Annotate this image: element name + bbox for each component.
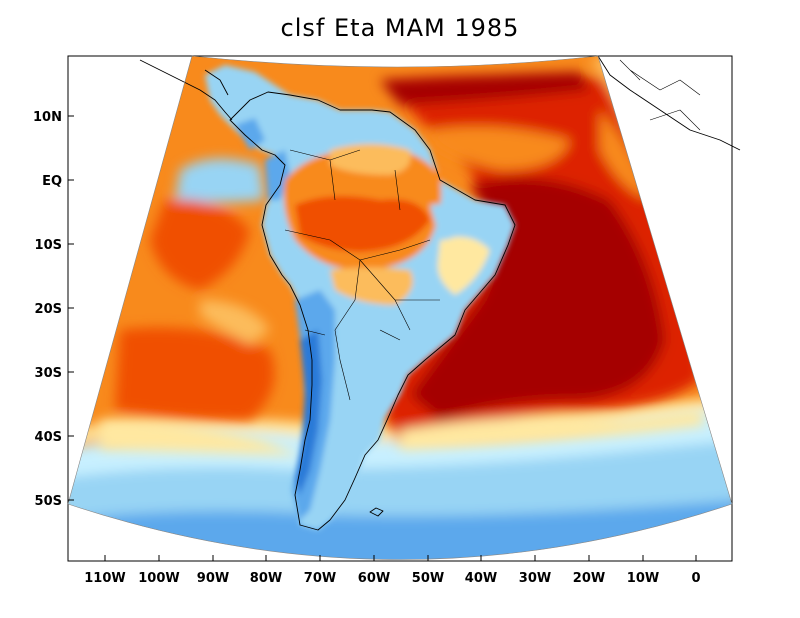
map-title: clsf Eta MAM 1985 (280, 14, 520, 42)
lon-label: 50W (412, 571, 444, 586)
lat-label: 10S (35, 238, 62, 253)
lat-label: 40S (35, 430, 62, 445)
internal-borders (284, 149, 440, 401)
field-layer (68, 56, 732, 560)
atlantic-orange-tongue (430, 126, 570, 170)
lon-label: 20W (573, 571, 605, 586)
pacific-red-patch-north (150, 199, 250, 290)
lon-label: 70W (304, 571, 336, 586)
lon-label: 60W (358, 571, 390, 586)
southern-mid-blue-band (68, 500, 732, 560)
domain-outline (67, 55, 733, 560)
lon-label: 40W (465, 571, 497, 586)
lat-label: 20S (35, 302, 62, 317)
lon-label: 0 (691, 571, 700, 586)
africa-borders (619, 59, 701, 131)
lat-label: 10N (33, 110, 62, 125)
coastline-layer (139, 55, 741, 531)
pacific-equatorial-blue (175, 158, 265, 203)
south-america-coastline (229, 91, 516, 531)
atlantic-dark-red-core (410, 177, 665, 420)
lon-label: 10W (627, 571, 659, 586)
africa-coastline (597, 55, 741, 151)
lat-label: 50S (35, 494, 62, 509)
lon-label: 110W (84, 571, 125, 586)
lon-label: 100W (138, 571, 179, 586)
lon-label: 90W (197, 571, 229, 586)
lon-label: 30W (519, 571, 551, 586)
central-america-coastline (139, 59, 233, 121)
lon-label: 80W (250, 571, 282, 586)
longitude-axis: 110W 100W 90W 80W 70W 60W 50W 40W 30W 20… (84, 555, 701, 586)
falklands (369, 507, 384, 517)
lat-label: 30S (35, 366, 62, 381)
south-america-field (205, 65, 515, 530)
latitude-axis: 10N EQ 10S 20S 30S 40S 50S (33, 110, 74, 509)
lat-label: EQ (42, 174, 62, 189)
